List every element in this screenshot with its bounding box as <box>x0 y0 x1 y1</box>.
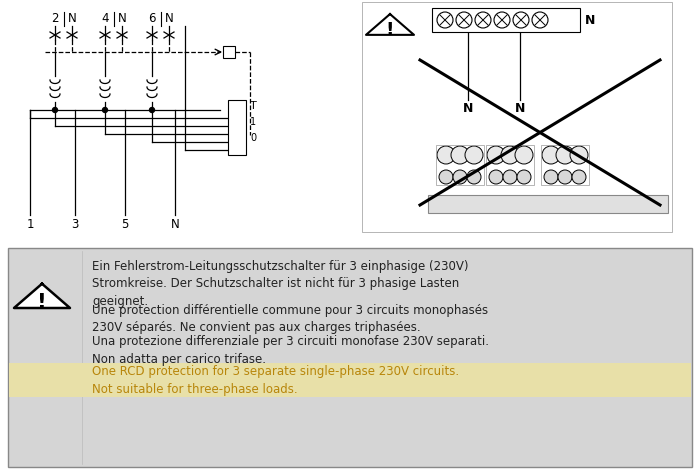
Text: N: N <box>171 218 179 231</box>
Text: N: N <box>463 102 473 114</box>
Text: Ein Fehlerstrom-Leitungsschutzschalter für 3 einphasige (230V)
Stromkreise. Der : Ein Fehlerstrom-Leitungsschutzschalter f… <box>92 260 468 308</box>
Circle shape <box>515 146 533 164</box>
Bar <box>541 145 589 185</box>
Text: One RCD protection for 3 separate single-phase 230V circuits.
Not suitable for t: One RCD protection for 3 separate single… <box>92 365 459 396</box>
Text: 3: 3 <box>71 218 78 231</box>
Circle shape <box>439 170 453 184</box>
Text: N: N <box>68 11 76 25</box>
Bar <box>223 46 235 58</box>
Bar <box>228 100 246 155</box>
Bar <box>428 195 668 213</box>
Circle shape <box>102 107 108 113</box>
Circle shape <box>517 170 531 184</box>
Text: 1: 1 <box>250 117 256 127</box>
Text: 0: 0 <box>250 133 256 143</box>
Text: !: ! <box>386 21 394 39</box>
Circle shape <box>572 170 586 184</box>
Bar <box>436 145 484 185</box>
Bar <box>432 8 580 32</box>
Circle shape <box>437 12 453 28</box>
Circle shape <box>570 146 588 164</box>
Polygon shape <box>14 284 70 308</box>
Bar <box>486 145 534 185</box>
Circle shape <box>437 146 455 164</box>
Circle shape <box>503 170 517 184</box>
Circle shape <box>465 146 483 164</box>
Circle shape <box>150 107 155 113</box>
Text: N: N <box>514 102 525 114</box>
Circle shape <box>456 12 472 28</box>
Text: N: N <box>164 11 174 25</box>
Bar <box>9 363 691 397</box>
Circle shape <box>52 107 57 113</box>
Text: 2: 2 <box>51 11 59 25</box>
Text: 5: 5 <box>121 218 129 231</box>
Circle shape <box>475 12 491 28</box>
Bar <box>0 0 700 242</box>
Polygon shape <box>366 14 414 35</box>
Circle shape <box>489 170 503 184</box>
Circle shape <box>467 170 481 184</box>
Circle shape <box>451 146 469 164</box>
Text: Una protezione differenziale per 3 circuiti monofase 230V separati.
Non adatta p: Una protezione differenziale per 3 circu… <box>92 335 489 365</box>
Text: T: T <box>250 101 257 111</box>
Circle shape <box>542 146 560 164</box>
Circle shape <box>453 170 467 184</box>
Circle shape <box>532 12 548 28</box>
Circle shape <box>513 12 529 28</box>
Circle shape <box>494 12 510 28</box>
Circle shape <box>501 146 519 164</box>
Text: N: N <box>585 13 596 27</box>
Circle shape <box>558 170 572 184</box>
Text: N: N <box>118 11 127 25</box>
Text: 4: 4 <box>102 11 108 25</box>
Bar <box>8 248 692 467</box>
Text: !: ! <box>37 293 47 313</box>
Text: 6: 6 <box>148 11 155 25</box>
Bar <box>362 2 672 232</box>
Circle shape <box>544 170 558 184</box>
Circle shape <box>487 146 505 164</box>
Circle shape <box>556 146 574 164</box>
Text: 1: 1 <box>27 218 34 231</box>
Text: Une protection différentielle commune pour 3 circuits monophasés
230V séparés. N: Une protection différentielle commune po… <box>92 304 488 334</box>
